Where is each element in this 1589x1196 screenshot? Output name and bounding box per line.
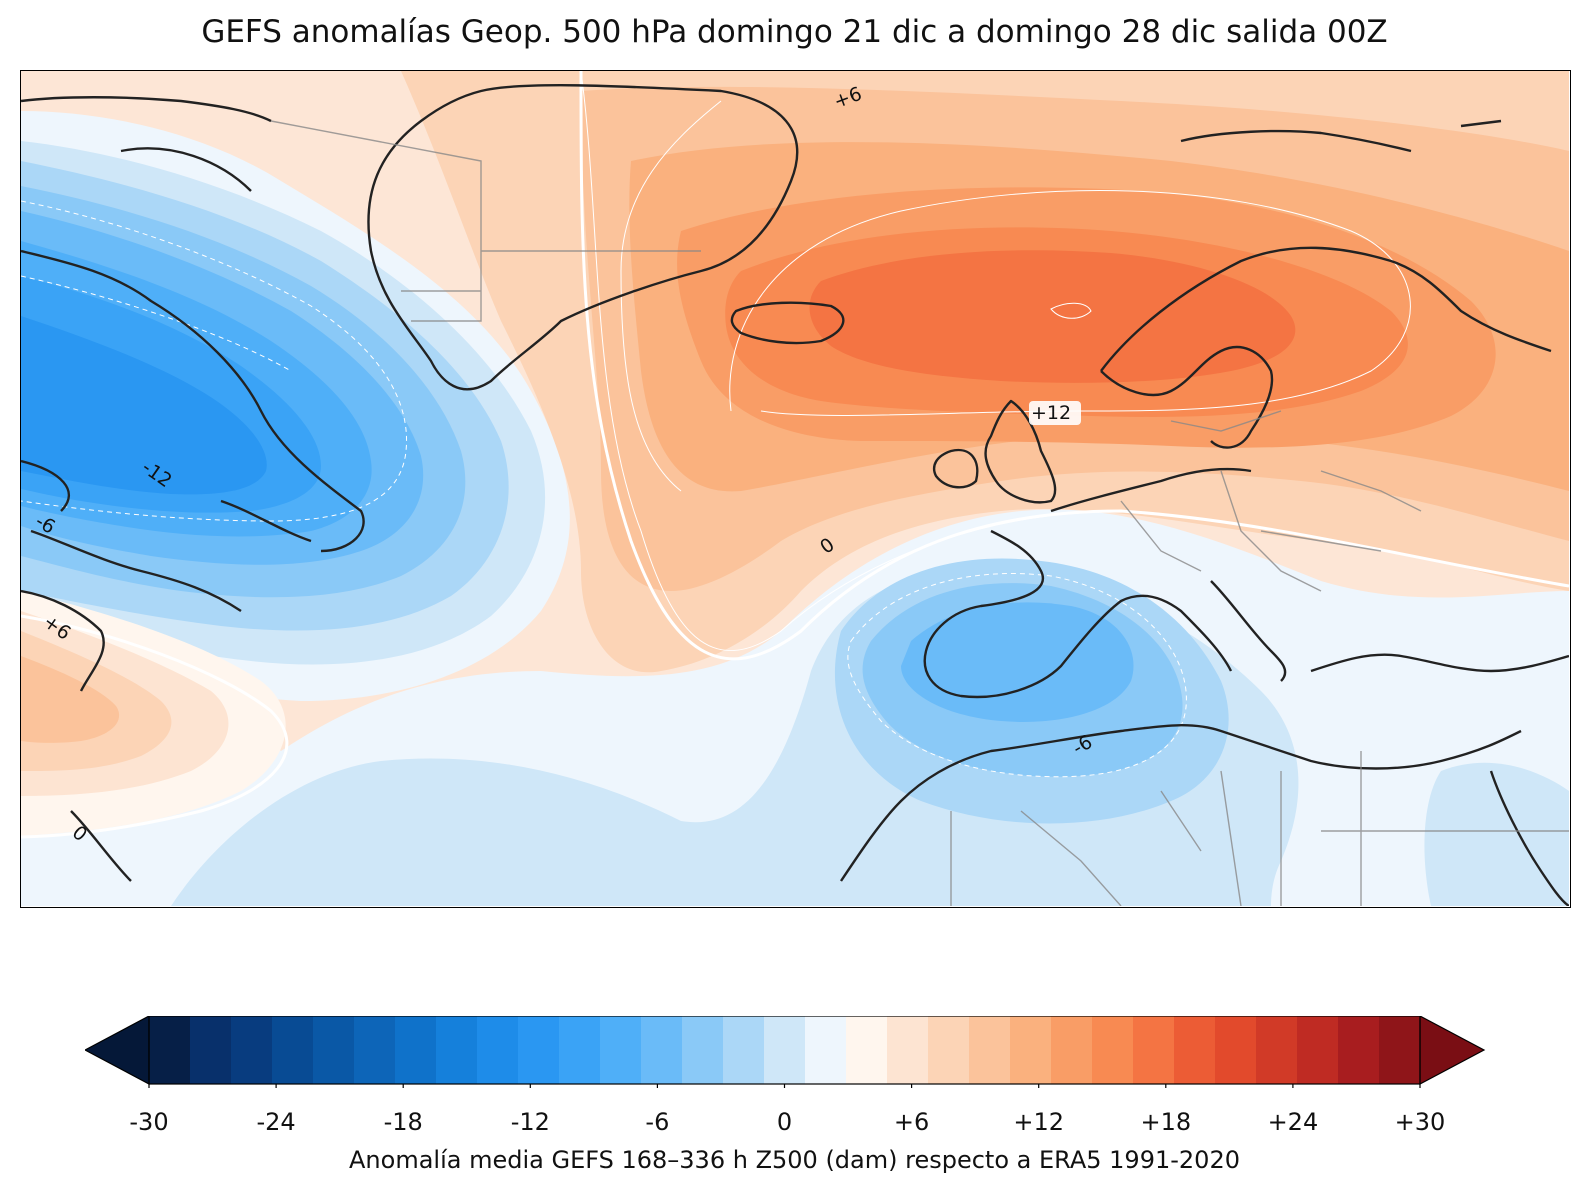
canada-coast — [21, 96, 365, 882]
colorbar-segment — [846, 1016, 888, 1084]
colorbar-tick-label: -30 — [129, 1108, 169, 1136]
svalbard-coast — [1180, 119, 1502, 153]
colorbar-segment — [1297, 1016, 1339, 1084]
colorbar-tick-label: -6 — [645, 1108, 670, 1136]
colorbar-segment — [1051, 1016, 1093, 1084]
colorbar-segment — [1133, 1016, 1175, 1084]
british-isles-coast — [932, 399, 1057, 504]
colorbar-segment — [149, 1016, 191, 1084]
colorbar-extend-high — [1419, 1016, 1486, 1085]
contour-label: +12 — [1031, 402, 1071, 424]
colorbar-segment — [395, 1016, 437, 1084]
colorbar-segment — [1256, 1016, 1298, 1084]
negative-anomaly-south — [21, 509, 1569, 906]
colorbar-segment — [190, 1016, 232, 1084]
colorbar-segment — [436, 1016, 478, 1084]
colorbar-label: Anomalía media GEFS 168–336 h Z500 (dam)… — [349, 1146, 1240, 1174]
colorbar-segment — [272, 1016, 314, 1084]
iceland-coast — [730, 301, 845, 345]
colorbar-segment — [1174, 1016, 1216, 1084]
colorbar-segment — [723, 1016, 765, 1084]
colorbar-segment — [1338, 1016, 1380, 1084]
scandinavia-coast — [1100, 246, 1552, 449]
positive-anomaly-us-east — [21, 591, 286, 836]
colorbar-tick-label: -12 — [510, 1108, 550, 1136]
coastlines — [21, 84, 1569, 906]
colorbar-segment — [600, 1016, 642, 1084]
colorbar-segment — [518, 1016, 560, 1084]
colorbar-segment — [805, 1016, 847, 1084]
colorbar-tick-label: -18 — [383, 1108, 423, 1136]
colorbar-segment — [313, 1016, 355, 1084]
turkey-coast — [1310, 653, 1569, 673]
colorbar-segment — [559, 1016, 601, 1084]
colorbar-tick-label: -24 — [256, 1108, 296, 1136]
political-borders — [270, 120, 1569, 906]
colorbar-segment — [682, 1016, 724, 1084]
colorbar-segment — [1379, 1016, 1421, 1084]
colorbar-segment — [641, 1016, 683, 1084]
colorbar-segments — [149, 1016, 1421, 1084]
colorbar-segment — [1010, 1016, 1052, 1084]
colorbar-segment — [1092, 1016, 1134, 1084]
colorbar-tick-label: +18 — [1140, 1108, 1192, 1136]
colorbar-tick-label: +24 — [1267, 1108, 1319, 1136]
colorbar-segment — [928, 1016, 970, 1084]
colorbar-tick-label: +6 — [893, 1108, 930, 1136]
colorbar-segment — [354, 1016, 396, 1084]
colorbar-segment — [764, 1016, 806, 1084]
colorbar — [85, 1016, 1486, 1088]
map-title: GEFS anomalías Geop. 500 hPa domingo 21 … — [201, 14, 1388, 50]
colorbar-segment — [477, 1016, 519, 1084]
anomaly-map: +6 +12 -12 -6 0 +6 -6 0 — [20, 70, 1571, 908]
greenland-coast — [367, 84, 799, 391]
positive-anomaly-north — [401, 71, 1569, 673]
contour-lines — [21, 71, 1569, 839]
colorbar-segment — [969, 1016, 1011, 1084]
colorbar-ticks — [148, 1084, 1421, 1088]
colorbar-extend-low — [85, 1016, 150, 1085]
colorbar-segment — [887, 1016, 929, 1084]
colorbar-segment — [1215, 1016, 1257, 1084]
africa-coast — [840, 724, 1569, 906]
colorbar-segment — [231, 1016, 273, 1084]
colorbar-tick-label: 0 — [776, 1108, 793, 1136]
europe-coast — [923, 467, 1287, 699]
colorbar-tick-label: +12 — [1013, 1108, 1065, 1136]
colorbar-tick-label: +30 — [1394, 1108, 1446, 1136]
